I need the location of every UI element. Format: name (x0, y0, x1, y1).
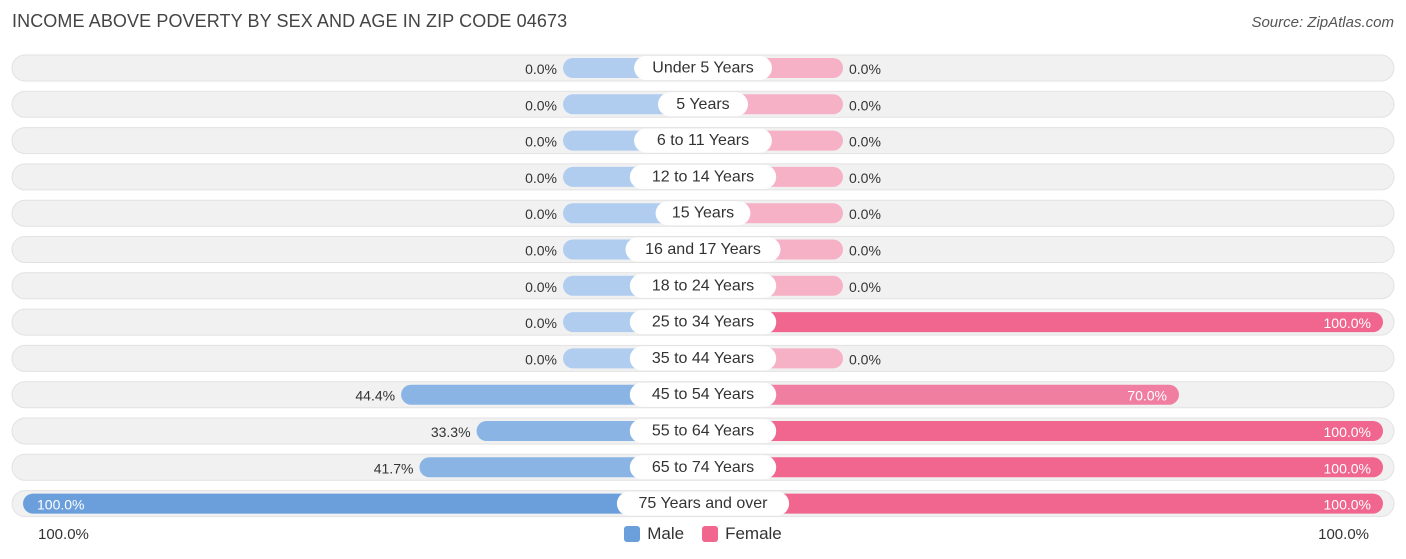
category-pill-15-years (655, 201, 751, 226)
value-label-female-35-to-44-years: 0.0% (849, 351, 881, 367)
value-label-female-16-and-17-years: 0.0% (849, 243, 881, 259)
legend-label-male: Male (647, 524, 685, 543)
value-label-male-12-to-14-years: 0.0% (525, 170, 557, 186)
category-label-65-to-74-years: 65 to 74 Years (652, 459, 754, 476)
legend-item-male: Male (624, 524, 684, 544)
bar-female-55-to-64-years (703, 421, 1383, 441)
category-label-6-to-11-years: 6 to 11 Years (657, 132, 749, 149)
bar-male-45-to-54-years (401, 384, 703, 405)
category-label-5-years: 5 Years (676, 96, 729, 113)
value-label-female-55-to-64-years: 100.0% (1324, 424, 1371, 440)
axis-left-label: 100.0% (38, 526, 89, 543)
value-label-male-16-and-17-years: 0.0% (525, 243, 557, 259)
value-label-male-35-to-44-years: 0.0% (525, 351, 557, 367)
axis-right-label: 100.0% (1318, 526, 1369, 543)
value-label-female-25-to-34-years: 100.0% (1324, 315, 1371, 331)
value-label-male-45-to-54-years: 44.4% (355, 388, 395, 404)
category-label-55-to-64-years: 55 to 64 Years (652, 423, 754, 440)
value-label-female-75-years-and-over: 100.0% (1324, 497, 1371, 513)
value-label-male-18-to-24-years: 0.0% (525, 279, 557, 295)
category-label-16-and-17-years: 16 and 17 Years (645, 241, 761, 258)
category-label-12-to-14-years: 12 to 14 Years (652, 168, 754, 185)
value-label-female-6-to-11-years: 0.0% (849, 134, 881, 150)
value-label-female-65-to-74-years: 100.0% (1324, 460, 1371, 476)
category-pill-45-to-54-years (629, 382, 777, 407)
value-label-male-15-years: 0.0% (525, 206, 557, 222)
value-label-female-18-to-24-years: 0.0% (849, 279, 881, 295)
category-label-under-5-years: Under 5 Years (652, 60, 753, 77)
bar-female-65-to-74-years (703, 457, 1383, 478)
category-pill-55-to-64-years (629, 419, 777, 443)
bar-male-75-years-and-over (23, 493, 703, 514)
source-credit: Source: ZipAtlas.com (1251, 14, 1394, 31)
legend: Male Female (0, 524, 1406, 544)
category-label-18-to-24-years: 18 to 24 Years (652, 277, 754, 294)
category-pill-75-years-and-over (616, 491, 790, 516)
category-label-25-to-34-years: 25 to 34 Years (652, 314, 754, 331)
category-pill-16-and-17-years (625, 237, 781, 262)
value-label-female-45-to-54-years: 70.0% (1127, 388, 1167, 404)
category-label-35-to-44-years: 35 to 44 Years (652, 350, 754, 367)
category-pill-65-to-74-years (629, 455, 777, 480)
bar-female-75-years-and-over (703, 493, 1383, 514)
value-label-female-15-years: 0.0% (849, 206, 881, 222)
bar-female-25-to-34-years (703, 312, 1383, 333)
category-pill-35-to-44-years (629, 346, 777, 371)
legend-swatch-male (624, 526, 641, 542)
chart-area: 0.0% 0.0% Under 5 Years 0.0% 0.0% 5 Years 0.0%… (11, 54, 1395, 518)
value-label-female-under-5-years: 0.0% (849, 61, 881, 77)
value-label-male-6-to-11-years: 0.0% (525, 134, 557, 150)
value-label-male-5-years: 0.0% (525, 97, 557, 113)
category-pill-5-years (658, 92, 748, 117)
chart-title: INCOME ABOVE POVERTY BY SEX AND AGE IN Z… (12, 11, 568, 31)
category-label-15-years: 15 Years (672, 205, 734, 222)
value-label-male-under-5-years: 0.0% (525, 61, 557, 77)
category-label-75-years-and-over: 75 Years and over (639, 495, 769, 512)
value-label-male-65-to-74-years: 41.7% (374, 460, 414, 476)
value-label-male-25-to-34-years: 0.0% (525, 315, 557, 331)
value-label-female-5-years: 0.0% (849, 97, 881, 113)
category-pill-18-to-24-years (629, 273, 777, 298)
value-label-female-12-to-14-years: 0.0% (849, 170, 881, 186)
category-label-45-to-54-years: 45 to 54 Years (652, 386, 754, 403)
category-pill-25-to-34-years (629, 310, 777, 335)
legend-item-female: Female (702, 524, 782, 544)
legend-swatch-female (702, 526, 719, 542)
category-pill-6-to-11-years (634, 128, 772, 153)
bar-female-45-to-54-years (703, 384, 1179, 405)
value-label-male-75-years-and-over: 100.0% (37, 497, 84, 513)
legend-label-female: Female (725, 524, 782, 543)
category-pill-12-to-14-years (629, 164, 777, 189)
category-pill-under-5-years (634, 56, 772, 80)
value-label-male-55-to-64-years: 33.3% (431, 424, 471, 440)
